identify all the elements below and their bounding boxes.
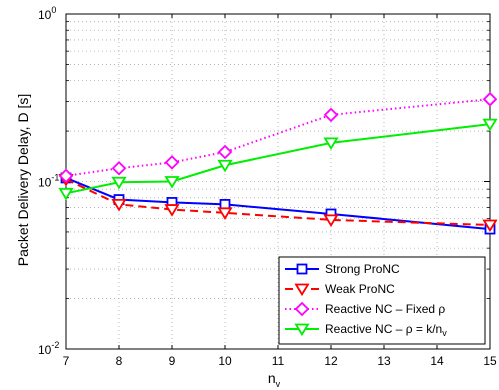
series-2-point [164,204,180,217]
x-tick-label: 12 [324,354,338,368]
y-tick-label: 10-1 [38,173,59,190]
x-tick-label: 7 [63,354,70,368]
series-3-point [482,91,498,107]
series-2-point [217,207,233,220]
series-2-point [323,214,339,228]
legend-label-1: Strong ProNC [325,262,400,276]
series-4-point [111,176,127,190]
ticks: 7 8 9 10 11 12 13 14 15 10-2 10-1 100 [38,5,497,368]
series-2-point [111,198,127,212]
x-axis-label-main: n [268,370,276,386]
legend-marker-2 [294,283,310,297]
x-tick-label: 9 [169,354,176,368]
series-line-1 [65,177,491,231]
series-layer [58,91,498,235]
series-4-point [323,137,339,151]
legend-label-2: Weak ProNC [325,282,395,296]
legend-label-3: Reactive NC – Fixed ρ [325,302,445,316]
series-3-point [164,155,180,170]
legend-marker-3 [294,301,310,317]
series-2-point [482,219,498,233]
series-3-point [323,107,339,123]
series-3-point [217,144,233,160]
y-tick-label: 100 [38,5,56,22]
x-tick-label: 13 [377,354,391,368]
legend-marker-4 [294,323,310,337]
x-tick-label: 14 [430,354,444,368]
series-3-point [58,168,74,184]
x-tick-label: 11 [272,354,285,368]
x-axis-label: nv [268,370,281,389]
series-3-point [111,160,127,176]
legend-marker-1 [296,263,308,275]
series-4-point [217,159,233,173]
series-line-4 [65,123,491,195]
series-4-point [58,187,74,201]
series-4-point [482,118,498,132]
x-tick-label: 8 [116,354,123,368]
y-tick-label: 10-2 [38,340,59,357]
legend-label-4: Reactive NC – ρ = k/nv [325,322,447,338]
series-4-point [164,176,180,189]
x-axis-label-sub: v [276,379,281,389]
y-axis-label: Packet Delivery Delay, D [s] [15,94,31,266]
legend: Strong ProNC Weak ProNC Reactive NC – Fixe… [278,256,486,345]
grid [66,14,490,349]
x-tick-label: 10 [218,354,232,368]
x-tick-label: 15 [483,354,497,368]
